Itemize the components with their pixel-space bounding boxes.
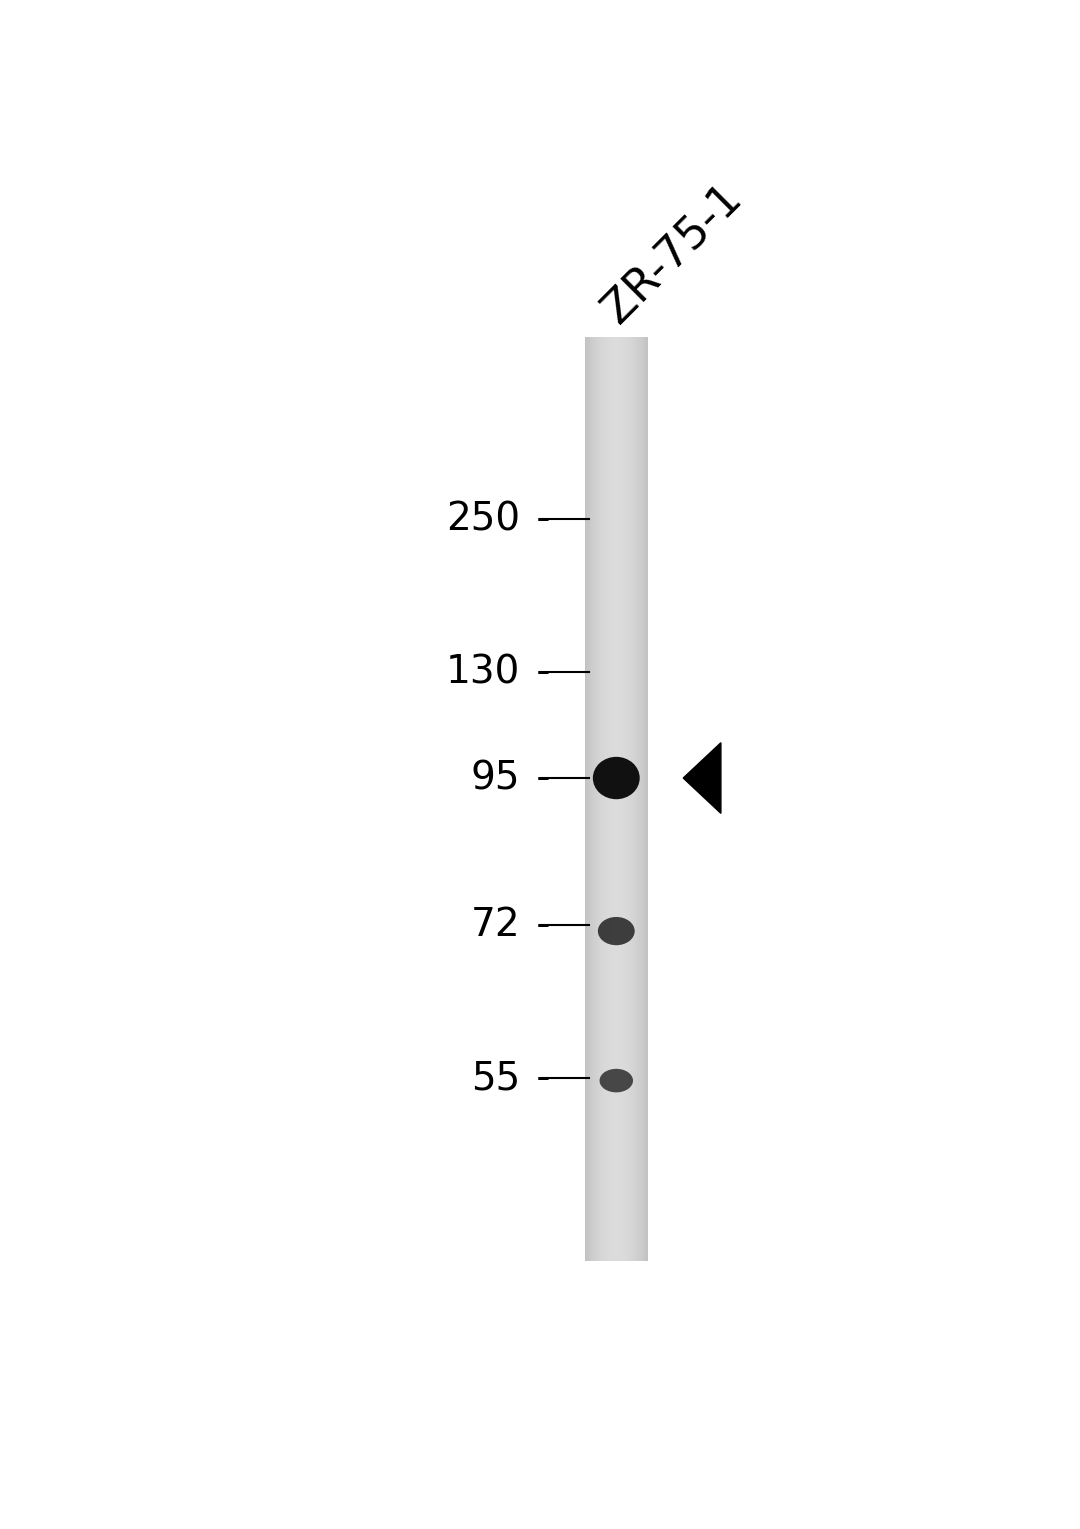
Text: 130: 130 xyxy=(446,653,521,691)
Text: 72: 72 xyxy=(471,907,521,945)
Text: -: - xyxy=(524,907,551,945)
Ellipse shape xyxy=(598,917,635,945)
Ellipse shape xyxy=(599,1069,633,1092)
Text: -: - xyxy=(524,758,551,797)
Text: -: - xyxy=(524,1060,551,1098)
Text: -: - xyxy=(524,653,551,691)
Text: 55: 55 xyxy=(471,1060,521,1098)
Text: 250: 250 xyxy=(446,500,521,538)
Text: 95: 95 xyxy=(471,758,521,797)
Ellipse shape xyxy=(593,757,639,800)
Polygon shape xyxy=(684,743,721,813)
Text: -: - xyxy=(524,500,551,538)
Text: ZR-75-1: ZR-75-1 xyxy=(594,176,750,330)
